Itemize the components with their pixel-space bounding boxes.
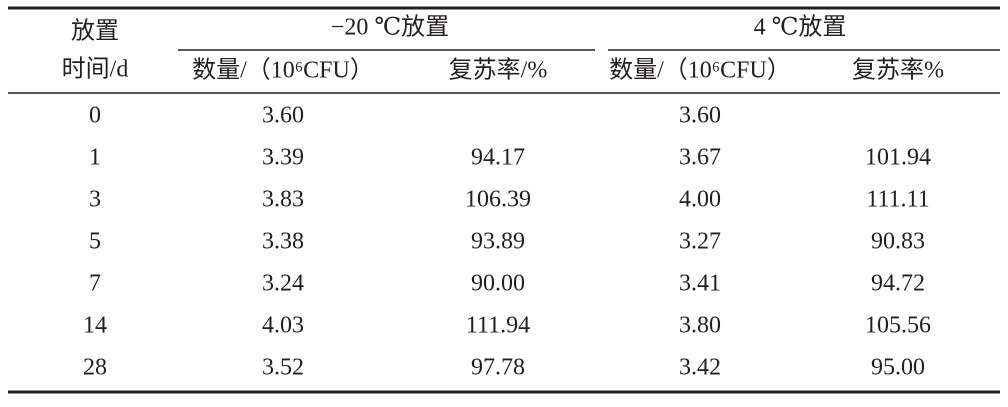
cell: 3.80 [679, 313, 721, 339]
cell: 94.72 [871, 271, 925, 297]
corner-header: 时间/d [62, 56, 129, 83]
cell: 105.56 [865, 313, 931, 339]
cell: 101.94 [865, 145, 931, 171]
group-header: −20 ℃放置 [331, 14, 449, 41]
cell: 3.27 [679, 229, 721, 255]
cell: 111.94 [466, 313, 530, 339]
cell: 97.78 [471, 355, 525, 381]
sub-header: 复苏率/% [449, 57, 548, 84]
row-time: 28 [83, 355, 107, 381]
cell: 95.00 [871, 355, 925, 381]
row-time: 1 [89, 145, 101, 171]
cell: 3.67 [679, 145, 721, 171]
sub-header: 数量/（10⁶CFU） [192, 57, 374, 84]
cell: 111.11 [866, 187, 929, 213]
cell: 106.39 [465, 187, 531, 213]
cell: 3.38 [262, 229, 304, 255]
cell: 3.60 [262, 103, 304, 129]
cell: 90.00 [471, 271, 525, 297]
cell: 90.83 [871, 229, 925, 255]
cell: 93.89 [471, 229, 525, 255]
row-time: 3 [89, 187, 101, 213]
row-time: 0 [89, 103, 101, 129]
corner-header: 放置 [71, 18, 119, 45]
cell: 3.24 [262, 271, 304, 297]
sub-header: 数量/（10⁶CFU） [609, 57, 791, 84]
cell: 3.52 [262, 355, 304, 381]
cell: 4.03 [262, 313, 304, 339]
cell: 3.83 [262, 187, 304, 213]
sub-header: 复苏率% [852, 57, 944, 84]
row-time: 14 [83, 313, 107, 339]
cell: 3.42 [679, 355, 721, 381]
group-header: 4 ℃放置 [754, 14, 847, 41]
cell: 3.60 [679, 103, 721, 129]
cell: 4.00 [679, 187, 721, 213]
cell: 3.41 [679, 271, 721, 297]
cell: 94.17 [471, 145, 525, 171]
row-time: 5 [89, 229, 101, 255]
row-time: 7 [89, 271, 101, 297]
cell: 3.39 [262, 145, 304, 171]
